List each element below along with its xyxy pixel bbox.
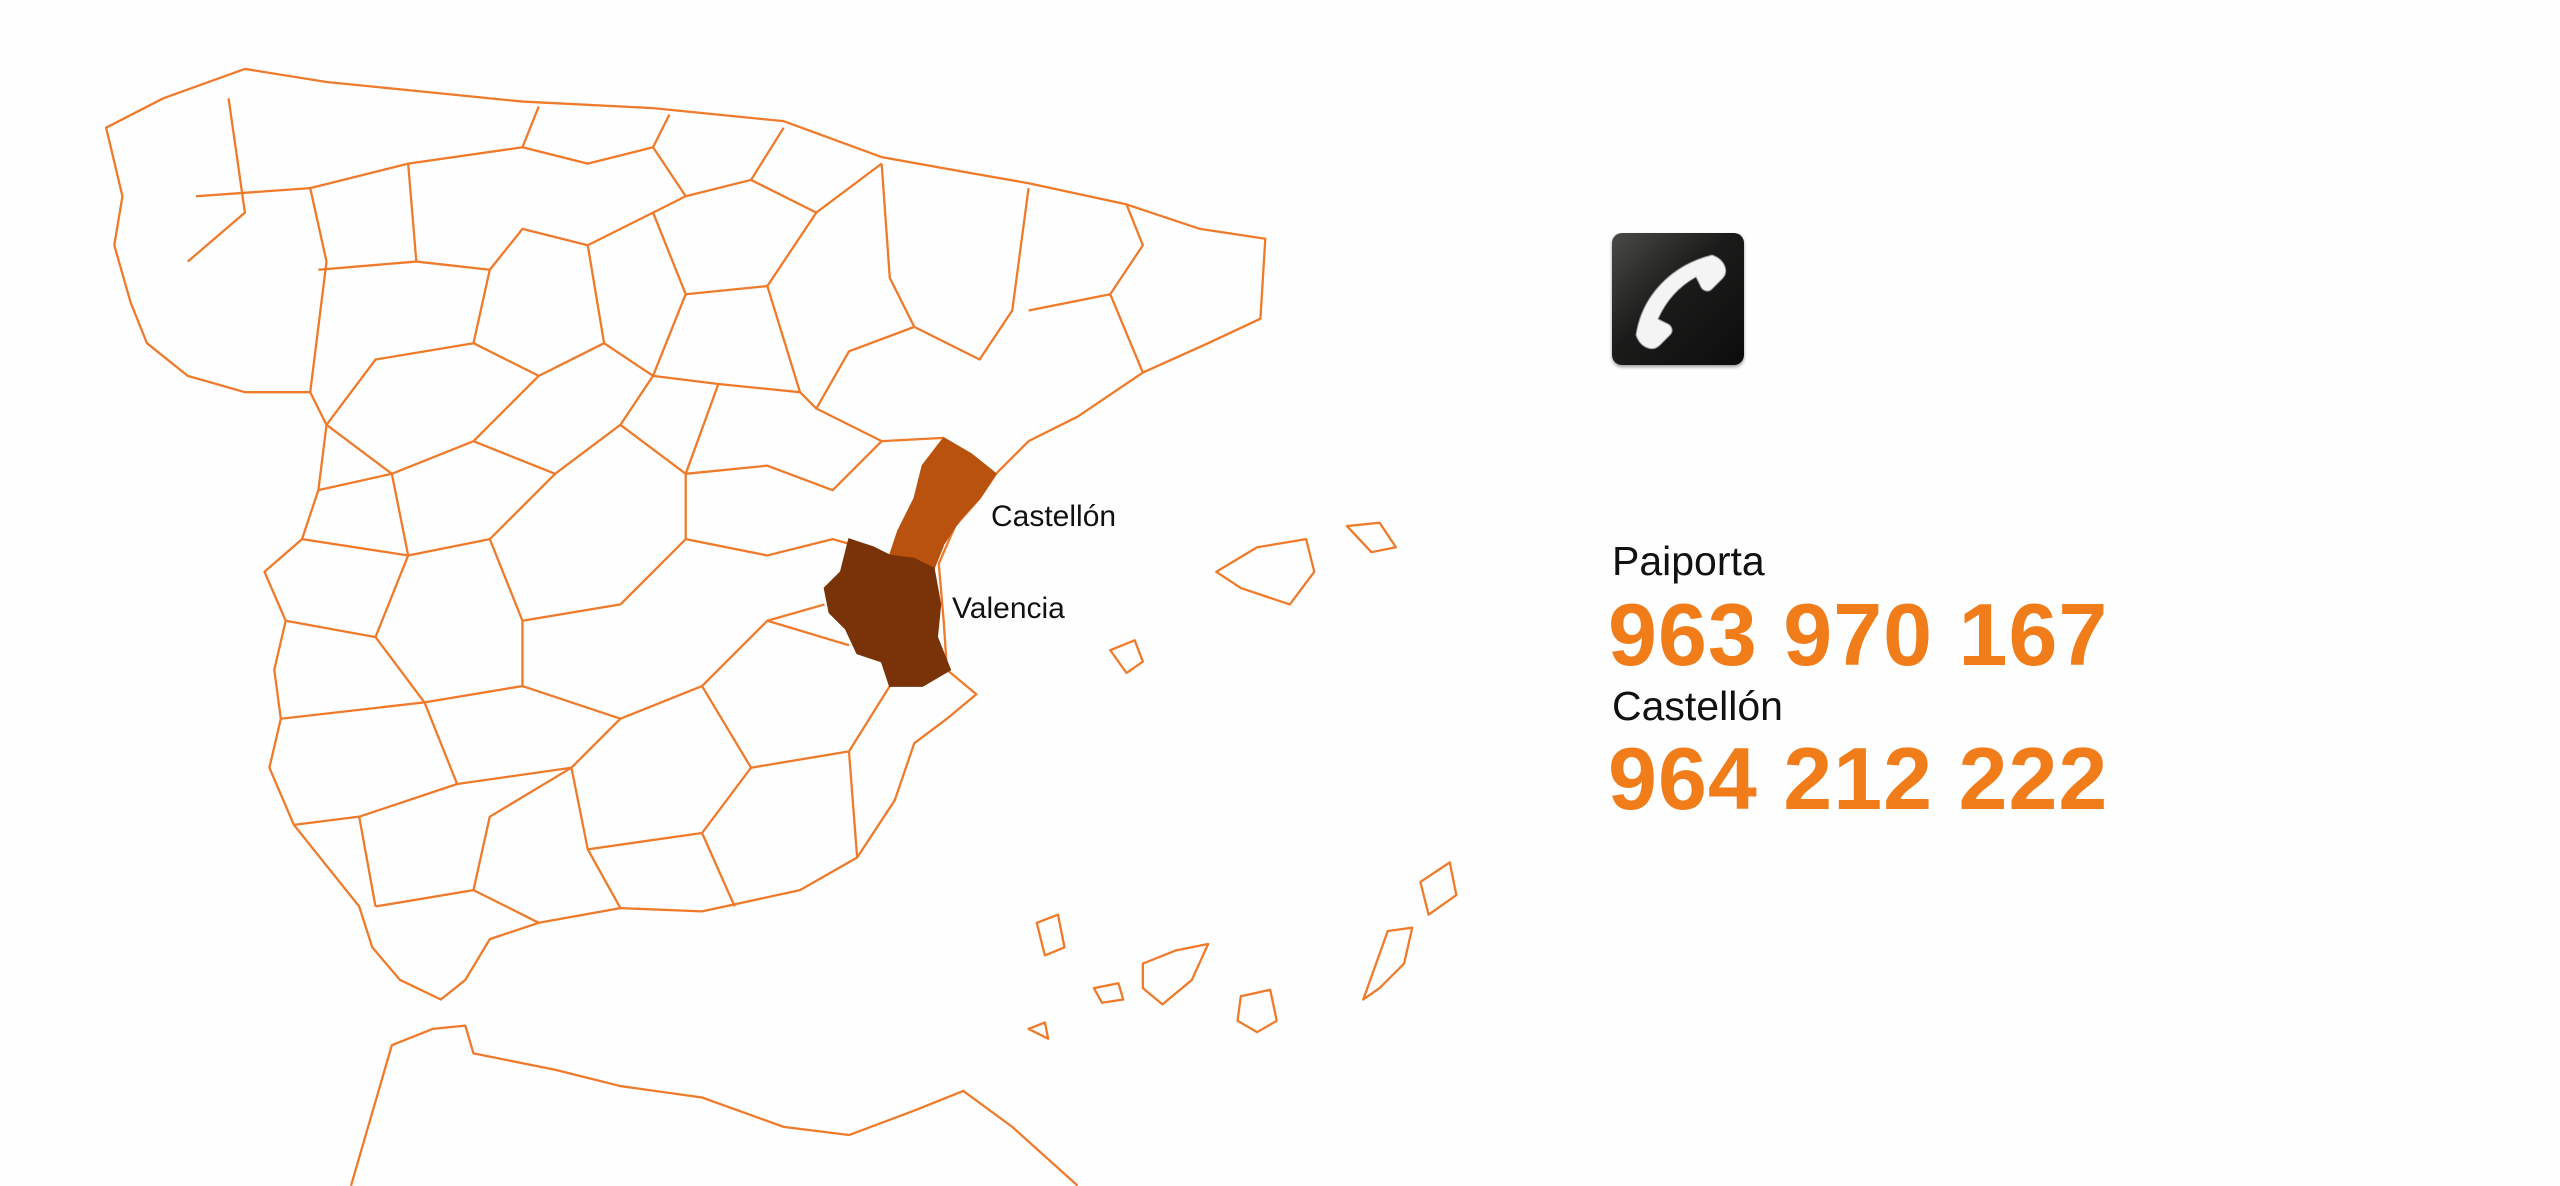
valencia-province [823,538,952,687]
north-africa-coast [349,1024,1079,1186]
castellon-label: Castellón [991,500,1117,533]
castellon-province [888,436,998,570]
contact-city-castellon: Castellón [1612,683,1783,729]
contact-city-paiporta: Paiporta [1612,538,1765,584]
contact-phone-castellon[interactable]: 964 212 222 [1608,729,2109,828]
spain-outline [104,67,1267,1001]
contact-phone-paiporta[interactable]: 963 970 167 [1608,585,2109,684]
province-borders [104,67,1458,1186]
canary-islands [1027,861,1458,1040]
balearic-islands [1109,521,1398,675]
phone-icon [1612,233,1744,365]
valencia-label: Valencia [952,592,1065,625]
